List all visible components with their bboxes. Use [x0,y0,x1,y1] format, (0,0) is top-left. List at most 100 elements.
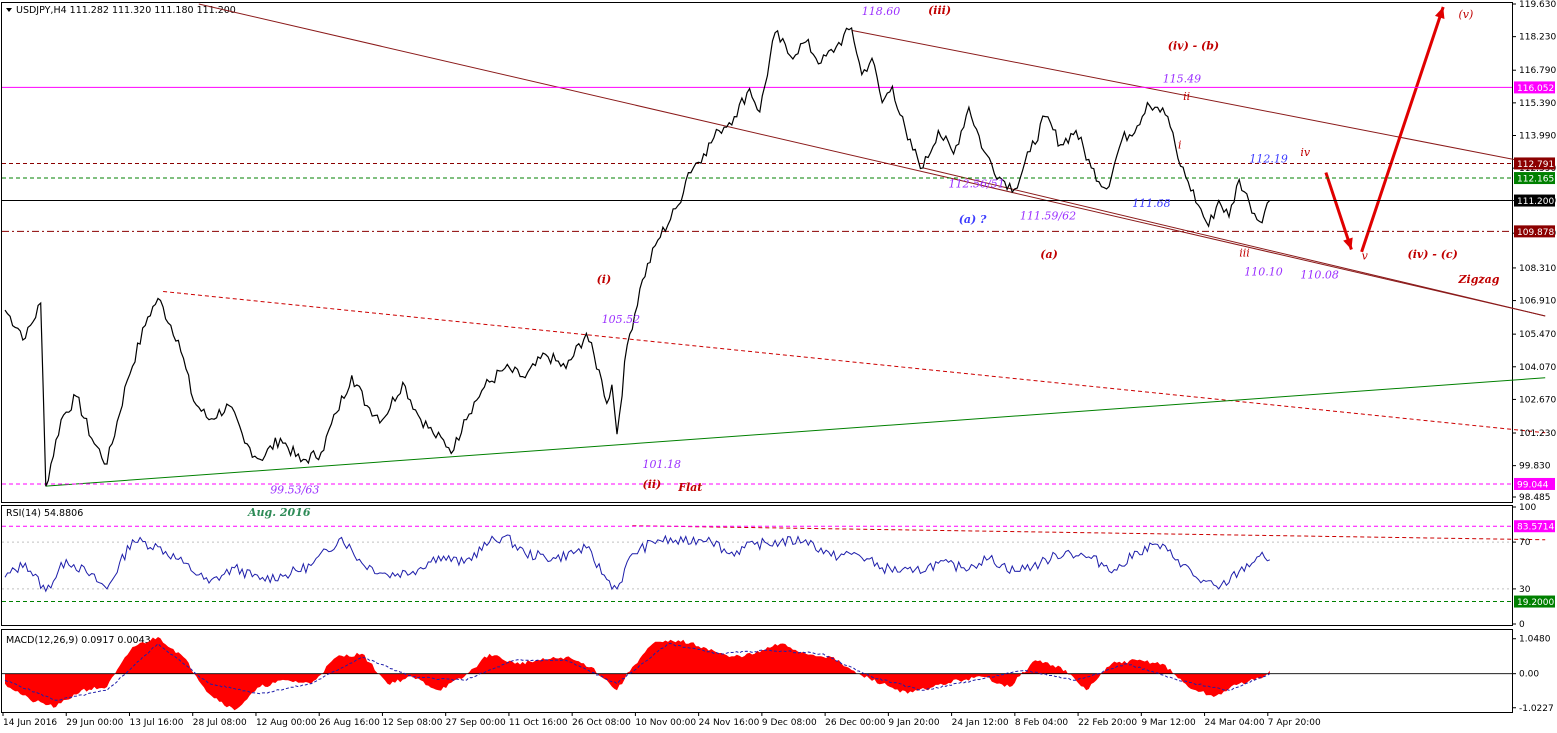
trend-lines [45,3,1546,541]
rsi-ytick-label-3: 0 [1519,620,1525,630]
rsi-level-badge-text-0: 83.5714 [1517,523,1554,533]
xtick-label-15: 24 Jan 12:00 [952,718,1009,728]
xtick-label-9: 26 Oct 08:00 [572,718,631,728]
xtick-label-13: 26 Dec 00:00 [825,718,886,728]
price-ytick-label-0: 119.630 [1519,0,1556,10]
price-ytick-label-2: 116.790 [1519,66,1556,76]
xtick-label-0: 14 Jun 2016 [3,718,57,728]
price-level-badge-text-5: 99.044 [1517,480,1549,490]
xtick-label-5: 26 Aug 16:00 [319,718,380,728]
trend-line-channel-b-upper [851,29,1546,167]
annotation-22: 101.18 [643,458,682,471]
price-level-badge-4 [1514,225,1555,238]
xtick-label-11: 24 Nov 16:00 [699,718,760,728]
price-series [4,27,1271,487]
price-line [4,27,1271,487]
xtick-label-6: 12 Sep 08:00 [382,718,442,728]
annotation-25: 99.53/63 [270,484,319,497]
price-ytick-label-11: 104.070 [1519,363,1556,373]
xtick-label-4: 12 Aug 00:00 [256,718,317,728]
annotation-14: iii [1239,247,1250,260]
annotation-3: (iv) - (b) [1168,40,1219,53]
annotation-15: 110.10 [1244,265,1283,278]
price-ytick-label-3: 115.390 [1519,99,1556,109]
annotation-18: (iv) - (c) [1408,248,1458,261]
level-badges: 116.052 112.791 112.165 111.200 109.878 99.04… [1514,81,1555,608]
aug-2016-label: Aug. 2016 [247,506,311,519]
xtick-label-10: 10 Nov 00:00 [635,718,696,728]
trend-line-channel-b-lower [922,167,1546,317]
trend-line-rsi-trend [632,525,1546,541]
macd-ytick-label-0: 1.0480 [1519,635,1551,645]
annotation-19: Zigzag [1458,273,1500,286]
rsi-ytick-label-1: 70 [1519,538,1531,548]
annotation-0: 118.60 [862,5,901,18]
annotation-11: 111.59/62 [1020,210,1076,223]
price-panel-frame [1,2,1513,503]
rsi-panel-frame [1,505,1513,626]
price-ytick-label-14: 99.830 [1519,462,1551,472]
price-ytick-label-13: 101.230 [1519,429,1556,439]
arrowhead-projection-down [1343,237,1353,250]
price-header: USDJPY,H4 111.282 111.320 111.180 111.20… [16,5,236,16]
price-ytick-label-12: 102.670 [1519,395,1556,405]
xtick-label-14: 9 Jan 20:00 [888,718,940,728]
rsi-level-badge-0 [1514,520,1555,533]
xtick-label-12: 9 Dec 08:00 [762,718,817,728]
price-level-badge-text-4: 109.878 [1517,228,1554,238]
annotation-10: (a) ? [959,213,987,226]
xtick-label-19: 24 Mar 04:00 [1205,718,1265,728]
trend-line-triangle-upper [163,290,1546,434]
price-ytick-label-4: 113.990 [1519,131,1556,141]
trend-line-projection-up [1360,6,1445,253]
rsi-header: RSI(14) 54.8806 [6,508,83,519]
xtick-label-17: 22 Feb 20:00 [1078,718,1137,728]
price-level-badge-2 [1514,172,1555,185]
price-level-badge-text-1: 112.791 [1517,160,1554,170]
rsi-level-badge-1 [1514,595,1555,608]
price-level-badge-text-0: 116.052 [1517,84,1554,94]
price-level-badge-text-3: 111.200 [1517,197,1554,207]
annotation-20: (i) [597,273,612,286]
price-level-badge-text-2: 112.165 [1517,175,1554,185]
xtick-label-7: 27 Sep 00:00 [446,718,506,728]
rsi-line [4,534,1270,593]
macd-panel-frame [1,629,1513,713]
trend-line-support [45,377,1546,487]
macd-header: MACD(12,26,9) 0.0917 0.0043 [6,635,151,646]
xtick-label-2: 13 Jul 16:00 [129,718,183,728]
annotation-1: (iii) [928,4,951,17]
x-axis-ticks: 14 Jun 2016 29 Jun 00:00 13 Jul 16:00 28 Ju… [2,712,1321,728]
rsi-ytick-label-0: 100 [1519,503,1536,513]
trend-line-projection-down [1324,172,1353,250]
annotation-9: 112.56/51 [949,178,1005,191]
xtick-label-16: 8 Feb 04:00 [1015,718,1069,728]
annotation-6: i [1178,139,1182,152]
price-level-badge-5 [1514,477,1555,490]
annotation-8: iv [1300,146,1311,159]
price-ytick-label-10: 105.470 [1519,330,1556,340]
annotation-2: (v) [1459,8,1474,21]
price-level-badge-0 [1514,81,1555,94]
annotation-23: (ii) [643,478,662,491]
macd-ytick-label-1: 0.00 [1519,670,1539,680]
price-level-badge-3 [1514,194,1555,207]
rsi-level-badge-text-1: 19.2000 [1517,598,1554,608]
rsi-ytick-label-2: 30 [1519,585,1531,595]
annotation-5: ii [1183,90,1190,103]
arrowhead-projection-up [1434,7,1445,20]
annotation-17: v [1362,250,1369,263]
xtick-label-8: 11 Oct 16:00 [509,718,568,728]
price-ytick-label-9: 106.910 [1519,297,1556,307]
symbol-menu-icon[interactable] [6,8,12,12]
macd-series [2,637,1512,711]
macd-signal-line [4,642,1271,701]
xtick-label-1: 29 Jun 00:00 [66,718,123,728]
xtick-label-18: 9 Mar 12:00 [1141,718,1196,728]
price-ytick-label-15: 98.485 [1519,493,1551,503]
xtick-label-3: 28 Jul 08:00 [193,718,247,728]
price-level-badge-1 [1514,157,1555,170]
